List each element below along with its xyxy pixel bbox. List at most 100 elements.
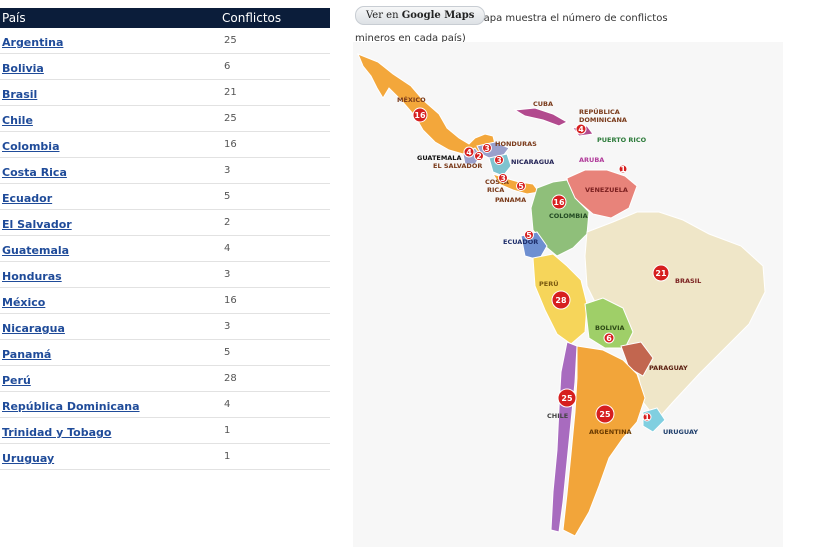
header-country: País <box>0 8 222 28</box>
svg-text:25: 25 <box>599 410 611 419</box>
cuba-shape <box>513 107 569 127</box>
table-row: República Dominicana 4 <box>0 391 330 418</box>
label-panama: PANAMA <box>495 196 526 204</box>
marker-bolivia[interactable]: 6 <box>603 332 615 344</box>
country-link[interactable]: El Salvador <box>2 218 72 231</box>
marker-chile[interactable]: 25 <box>557 388 577 408</box>
country-link[interactable]: Trinidad y Tobago <box>2 426 112 439</box>
svg-text:5: 5 <box>526 231 532 240</box>
country-cell: Trinidad y Tobago <box>0 417 222 444</box>
conflicts-count: 28 <box>222 365 330 392</box>
conflicts-count: 3 <box>222 261 330 288</box>
bolivia-shape <box>584 297 634 349</box>
svg-text:4: 4 <box>578 125 584 134</box>
marker-rep-dom[interactable]: 4 <box>575 123 587 135</box>
conflicts-count: 3 <box>222 313 330 340</box>
marker-nicaragua[interactable]: 3 <box>494 155 504 166</box>
marker-brasil[interactable]: 21 <box>652 264 670 282</box>
country-cell: México <box>0 287 222 314</box>
country-link[interactable]: Argentina <box>2 36 64 49</box>
table-row: Uruguay 1 <box>0 443 330 470</box>
svg-text:21: 21 <box>655 269 667 278</box>
conflicts-count: 21 <box>222 79 330 106</box>
conflicts-count: 6 <box>222 53 330 80</box>
marker-honduras[interactable]: 3 <box>482 143 492 154</box>
country-cell: Argentina <box>0 28 222 54</box>
conflicts-count: 16 <box>222 131 330 158</box>
conflicts-count: 25 <box>222 105 330 132</box>
table-row: México 16 <box>0 287 330 314</box>
country-cell: Ecuador <box>0 183 222 210</box>
conflicts-count: 4 <box>222 235 330 262</box>
marker-guatemala[interactable]: 4 <box>463 146 475 158</box>
country-cell: Guatemala <box>0 235 222 262</box>
table-row: Brasil 21 <box>0 79 330 106</box>
label-paraguay: PARAGUAY <box>649 364 688 372</box>
country-link[interactable]: Panamá <box>2 348 52 361</box>
marker-el-salvador[interactable]: 2 <box>474 151 484 162</box>
conflicts-count: 2 <box>222 209 330 236</box>
label-cuba: CUBA <box>533 100 553 108</box>
marker-panama[interactable]: 5 <box>516 181 526 192</box>
google-maps-button[interactable]: Ver en Google Maps <box>355 6 486 25</box>
table-row: Panamá 5 <box>0 339 330 366</box>
map-description: (mapa muestra el número de conflictos mi… <box>355 13 668 44</box>
label-colombia: COLOMBIA <box>549 212 588 220</box>
marker-argentina[interactable]: 25 <box>595 404 615 424</box>
country-cell: Chile <box>0 105 222 132</box>
svg-text:28: 28 <box>555 296 567 305</box>
country-link[interactable]: Bolivia <box>2 62 44 75</box>
table-row: Costa Rica 3 <box>0 157 330 184</box>
svg-text:3: 3 <box>500 174 506 183</box>
table-row: Colombia 16 <box>0 131 330 158</box>
country-link[interactable]: Honduras <box>2 270 62 283</box>
country-link[interactable]: Guatemala <box>2 244 70 257</box>
label-rep-dom-2: DOMINICANA <box>579 116 627 124</box>
country-link[interactable]: Uruguay <box>2 452 55 465</box>
label-chile: CHILE <box>547 412 568 420</box>
svg-text:5: 5 <box>518 182 524 191</box>
svg-text:3: 3 <box>484 144 490 153</box>
marker-peru[interactable]: 28 <box>551 290 571 310</box>
country-link[interactable]: México <box>2 296 46 309</box>
table-row: Guatemala 4 <box>0 235 330 262</box>
markers-layer: 16 4 4 3 2 3 3 5 1 16 5 28 21 6 25 25 1 <box>412 107 670 424</box>
label-venezuela: VENEZUELA <box>585 186 628 194</box>
label-rep-dom-1: REPÚBLICA <box>579 107 620 116</box>
marker-ecuador[interactable]: 5 <box>524 230 534 241</box>
table-header-row: País Conflictos <box>0 8 330 28</box>
country-link[interactable]: Costa Rica <box>2 166 67 179</box>
label-costa-rica-2: RICA <box>487 186 504 194</box>
conflicts-count: 4 <box>222 391 330 418</box>
country-link[interactable]: Ecuador <box>2 192 53 205</box>
conflicts-count: 1 <box>222 417 330 444</box>
marker-costa-rica[interactable]: 3 <box>498 173 508 184</box>
marker-trinidad[interactable]: 1 <box>618 164 628 174</box>
country-cell: Panamá <box>0 339 222 366</box>
marker-uruguay[interactable]: 1 <box>642 412 652 422</box>
svg-text:25: 25 <box>561 394 573 403</box>
conflicts-count: 25 <box>222 28 330 54</box>
country-link[interactable]: Colombia <box>2 140 60 153</box>
colombia-shape <box>530 179 590 257</box>
table-row: Chile 25 <box>0 105 330 132</box>
country-link[interactable]: Nicaragua <box>2 322 65 335</box>
latin-america-map[interactable]: MÉXICO CUBA REPÚBLICA DOMINICANA PUERTO … <box>353 42 783 547</box>
label-el-salvador: EL SALVADOR <box>433 162 482 170</box>
svg-text:1: 1 <box>644 413 650 422</box>
label-nicaragua: NICARAGUA <box>511 158 554 166</box>
svg-text:4: 4 <box>466 148 472 157</box>
country-link[interactable]: Brasil <box>2 88 38 101</box>
google-maps-button-brand: Google Maps <box>401 10 475 21</box>
table-row: Bolivia 6 <box>0 53 330 80</box>
marker-colombia[interactable]: 16 <box>551 194 567 210</box>
marker-mexico[interactable]: 16 <box>412 107 428 123</box>
svg-text:2: 2 <box>476 152 482 161</box>
country-link[interactable]: Chile <box>2 114 33 127</box>
country-link[interactable]: Perú <box>2 374 31 387</box>
table-row: Trinidad y Tobago 1 <box>0 417 330 444</box>
country-link[interactable]: República Dominicana <box>2 400 140 413</box>
country-cell: Bolivia <box>0 53 222 80</box>
conflicts-count: 5 <box>222 339 330 366</box>
country-cell: El Salvador <box>0 209 222 236</box>
